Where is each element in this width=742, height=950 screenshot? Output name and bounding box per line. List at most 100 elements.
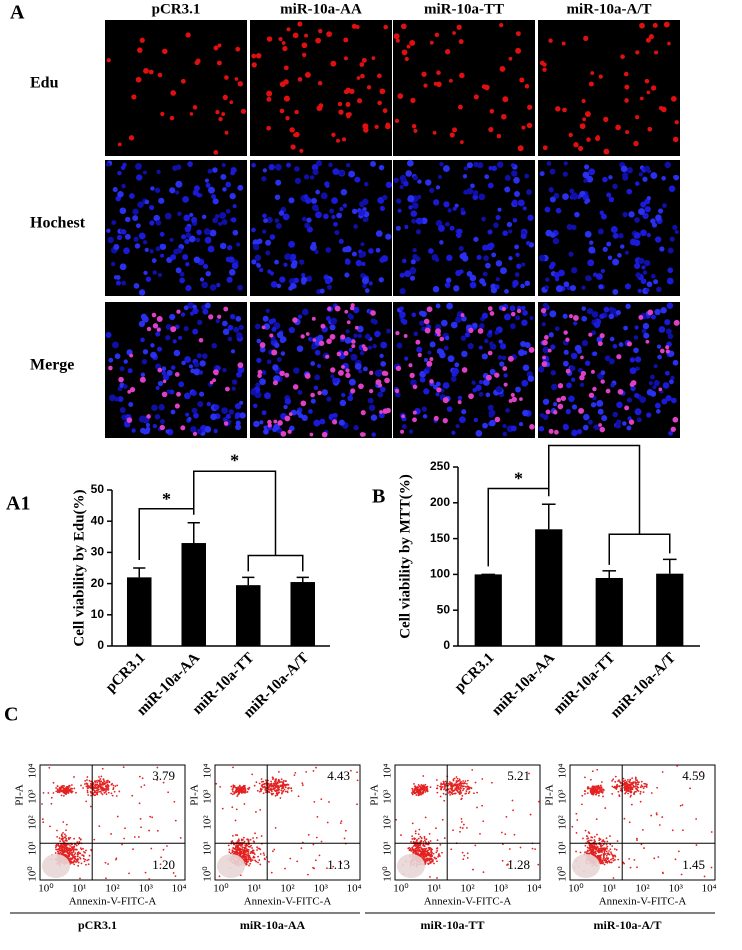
event-dot bbox=[263, 854, 266, 856]
event-dot bbox=[241, 855, 244, 857]
nucleus bbox=[105, 332, 112, 339]
nucleus bbox=[460, 207, 465, 212]
event-dot bbox=[602, 853, 605, 855]
nucleus bbox=[524, 173, 530, 179]
nucleus bbox=[479, 323, 485, 329]
event-dot bbox=[421, 787, 424, 790]
event-dot bbox=[92, 792, 95, 795]
edu-cell bbox=[331, 132, 336, 137]
edu-cell bbox=[383, 371, 389, 376]
event-dot bbox=[247, 851, 250, 853]
edu-cell bbox=[127, 389, 132, 394]
nucleus bbox=[250, 389, 257, 396]
event-dot bbox=[73, 776, 75, 778]
event-dot bbox=[247, 787, 249, 790]
event-dot bbox=[307, 873, 309, 876]
nucleus bbox=[484, 174, 490, 180]
event-dot bbox=[448, 782, 450, 785]
nucleus bbox=[105, 162, 111, 167]
nucleus bbox=[261, 370, 267, 376]
sample-label: miR-10a-AA bbox=[240, 918, 306, 932]
event-dot bbox=[259, 853, 262, 855]
event-dot bbox=[420, 848, 423, 850]
nucleus bbox=[184, 356, 192, 363]
event-dot bbox=[90, 791, 92, 794]
event-dot bbox=[231, 788, 234, 790]
significance-label: * bbox=[162, 489, 171, 509]
event-dot bbox=[240, 845, 243, 847]
event-dot bbox=[418, 846, 421, 849]
edu-cell bbox=[620, 54, 625, 60]
event-dot bbox=[443, 781, 445, 784]
nucleus bbox=[311, 197, 318, 204]
event-dot bbox=[230, 792, 233, 795]
nucleus bbox=[120, 165, 126, 171]
event-dot bbox=[459, 789, 462, 792]
event-dot bbox=[588, 849, 591, 852]
nucleus bbox=[381, 255, 389, 262]
edu-cell bbox=[421, 71, 427, 77]
nucleus bbox=[622, 174, 629, 181]
nucleus bbox=[509, 305, 516, 312]
event-dot bbox=[250, 860, 252, 863]
edu-cell bbox=[139, 376, 146, 383]
event-dot bbox=[605, 843, 608, 846]
nucleus bbox=[525, 240, 531, 246]
nucleus bbox=[558, 269, 565, 277]
nucleus bbox=[633, 347, 639, 354]
y-tick-label: 20 bbox=[91, 576, 105, 590]
nucleus bbox=[661, 398, 668, 405]
nucleus bbox=[461, 315, 467, 322]
nucleus bbox=[472, 194, 479, 201]
x-tick-label: 10¹ bbox=[427, 883, 441, 895]
event-dot bbox=[241, 846, 244, 849]
event-dot bbox=[82, 847, 84, 850]
edu-cell bbox=[189, 112, 194, 116]
event-dot bbox=[65, 848, 68, 851]
nucleus bbox=[657, 208, 664, 214]
nucleus bbox=[603, 306, 610, 313]
event-dot bbox=[591, 836, 594, 839]
nucleus bbox=[345, 329, 350, 334]
event-dot bbox=[67, 848, 70, 850]
nucleus bbox=[612, 183, 618, 190]
nucleus bbox=[415, 217, 423, 225]
event-dot bbox=[457, 779, 460, 782]
significance-label: * bbox=[230, 450, 239, 470]
event-dot bbox=[482, 871, 485, 874]
event-dot bbox=[305, 770, 308, 773]
micrograph bbox=[393, 20, 535, 156]
nucleus bbox=[325, 247, 332, 253]
event-dot bbox=[232, 784, 235, 787]
event-dot bbox=[585, 835, 588, 837]
edu-cell bbox=[251, 62, 257, 68]
edu-cell bbox=[292, 317, 298, 323]
event-dot bbox=[263, 785, 266, 788]
nucleus bbox=[188, 235, 196, 243]
event-dot bbox=[603, 850, 606, 853]
event-dot bbox=[460, 797, 463, 800]
event-dot bbox=[449, 793, 452, 796]
nucleus bbox=[348, 378, 356, 386]
edu-cell bbox=[217, 314, 222, 319]
nucleus bbox=[672, 359, 679, 366]
nucleus bbox=[363, 181, 369, 187]
event-dot bbox=[99, 786, 102, 789]
nucleus bbox=[311, 164, 319, 171]
edu-cell bbox=[257, 369, 263, 375]
event-dot bbox=[247, 852, 249, 855]
event-dot bbox=[413, 791, 416, 794]
nucleus bbox=[399, 311, 406, 318]
nucleus bbox=[378, 412, 385, 419]
nucleus bbox=[151, 404, 158, 412]
event-dot bbox=[231, 834, 234, 837]
edu-cell bbox=[237, 81, 244, 87]
quadrant-percent: 4.43 bbox=[327, 768, 350, 783]
event-dot bbox=[459, 781, 462, 784]
nucleus bbox=[429, 187, 435, 194]
nucleus bbox=[251, 227, 256, 233]
edu-cell bbox=[170, 326, 177, 333]
nucleus bbox=[596, 336, 603, 343]
event-dot bbox=[587, 831, 590, 834]
nucleus bbox=[236, 332, 243, 339]
